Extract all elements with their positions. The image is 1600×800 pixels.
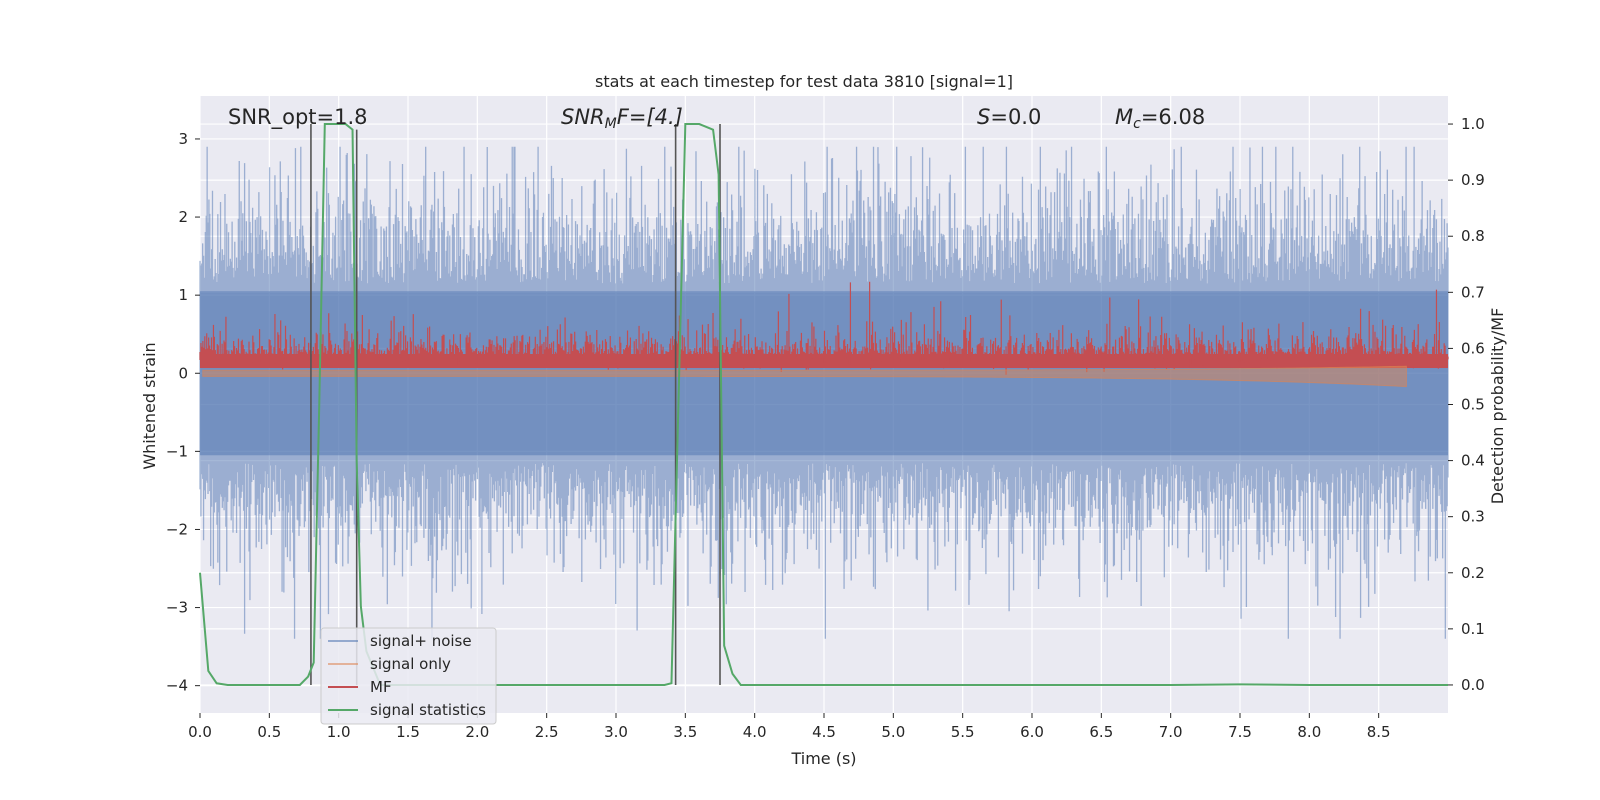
annotation-s: S=0.0 (977, 105, 1041, 129)
x-tick-label: 8.0 (1297, 723, 1321, 741)
annotation-s-main: S (977, 105, 990, 129)
x-tick-label: 5.5 (951, 723, 975, 741)
x-axis-label: Time (s) (790, 749, 856, 768)
legend-entry-signal-noise: signal+ noise (370, 632, 472, 650)
x-tick-label: 2.5 (535, 723, 559, 741)
annotation-snr-opt: SNR_opt=1.8 (228, 105, 368, 130)
legend: signal+ noise signal only MF signal stat… (320, 627, 497, 725)
annotation-snr-mf-main: SNR (561, 105, 605, 129)
y-tick-label: −1 (166, 442, 188, 460)
y-right-tick-label: 0.9 (1461, 171, 1485, 189)
y-right-tick-label: 0.7 (1461, 283, 1485, 301)
y-tick-label: 1 (178, 286, 188, 304)
x-tick-label: 8.5 (1367, 723, 1391, 741)
x-tick-label: 6.0 (1020, 723, 1044, 741)
x-tick-label: 3.5 (673, 723, 697, 741)
annotation-snr-mf-rest: F=[4.] (617, 105, 683, 129)
y-right-tick-label: 0.0 (1461, 676, 1485, 694)
y-axis-label: Whitened strain (140, 342, 159, 469)
y-right-tick-label: 0.8 (1461, 227, 1485, 245)
signal-only-series (202, 365, 1407, 388)
x-tick-label: 0.5 (257, 723, 281, 741)
annotation-mc-sub: c (1133, 116, 1141, 132)
y-right-tick-label: 0.4 (1461, 452, 1485, 470)
mf-line (199, 281, 1449, 375)
x-tick-label: 4.0 (743, 723, 767, 741)
y-right-tick-label: 1.0 (1461, 115, 1485, 133)
y-right-tick-label: 0.5 (1461, 396, 1485, 414)
x-tick-label: 7.5 (1228, 723, 1252, 741)
x-tick-label: 7.0 (1159, 723, 1183, 741)
y-tick-label: 2 (178, 208, 188, 226)
x-tick-label: 1.0 (327, 723, 351, 741)
x-tick-label: 0.0 (188, 723, 212, 741)
y-axis-right-label: Detection probability/MF (1488, 308, 1507, 505)
x-tick-label: 3.0 (604, 723, 628, 741)
x-tick-label: 6.5 (1089, 723, 1113, 741)
annotation-mc-rest: =6.08 (1141, 105, 1205, 129)
mf-series (199, 281, 1449, 375)
annotation-mc: Mc=6.08 (1115, 105, 1205, 132)
annotation-mc-main: M (1115, 105, 1133, 129)
y-right-tick-label: 0.1 (1461, 620, 1485, 638)
y-tick-label: −3 (166, 599, 188, 617)
x-tick-label: 5.0 (881, 723, 905, 741)
y-right-tick-label: 0.2 (1461, 564, 1485, 582)
legend-entry-signal-only: signal only (370, 655, 451, 673)
legend-entry-mf: MF (370, 678, 392, 696)
y-tick-label: 0 (178, 364, 188, 382)
legend-box (320, 627, 497, 725)
signal-only-line (202, 365, 1407, 388)
x-tick-label: 4.5 (812, 723, 836, 741)
y-right-tick-label: 0.6 (1461, 339, 1485, 357)
y-tick-label: −4 (166, 677, 188, 695)
y-right-tick-label: 0.3 (1461, 508, 1485, 526)
legend-entry-signal-statistics: signal statistics (370, 701, 486, 719)
axis-ticks: 0.0 0.5 1.0 1.5 2.0 2.5 3.0 3.5 4.0 4.5 5.0 5.5 6.0 6… (166, 115, 1485, 741)
chart-title: stats at each timestep for test data 381… (595, 72, 1013, 91)
y-tick-label: −2 (166, 520, 188, 538)
annotation-snr-mf: SNRMF=[4.] (561, 105, 683, 132)
y-tick-label: 3 (178, 130, 188, 148)
annotation-snr-mf-sub: M (605, 116, 617, 132)
annotation-s-rest: =0.0 (990, 105, 1041, 129)
x-tick-label: 2.0 (465, 723, 489, 741)
x-tick-label: 1.5 (396, 723, 420, 741)
